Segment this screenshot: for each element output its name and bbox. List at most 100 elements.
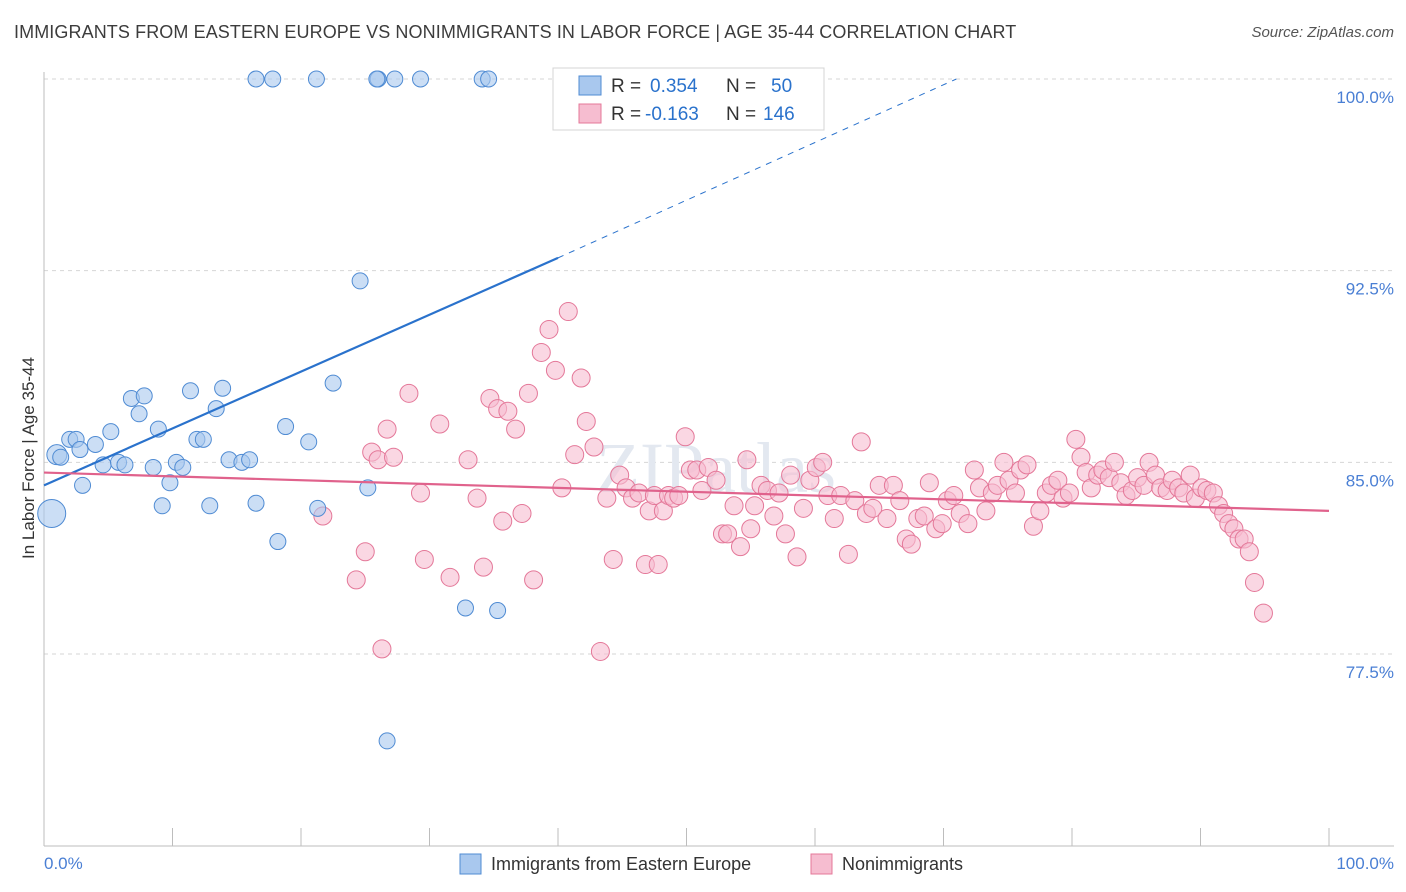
nonimmigrants-point: [919, 473, 939, 493]
nonimmigrants-point: [399, 383, 419, 403]
nonimmigrants-point: [576, 411, 596, 431]
nonimmigrants-point: [584, 437, 604, 457]
nonimmigrants-point: [764, 506, 784, 526]
immigrants-point: [264, 70, 282, 88]
legend-n-label-blue: N =: [726, 76, 756, 97]
nonimmigrants-point: [1005, 483, 1025, 503]
immigrants-point: [269, 533, 287, 551]
nonimmigrants-point: [571, 368, 591, 388]
x-axis-ticks: [172, 828, 1330, 846]
nonimmigrants-point: [1030, 501, 1050, 521]
nonimmigrants-point: [545, 360, 565, 380]
nonimmigrants-point: [524, 570, 544, 590]
nonimmigrants-point: [724, 496, 744, 516]
gridlines: [44, 78, 1394, 655]
nonimmigrants-point: [648, 555, 668, 575]
nonimmigrants-point: [539, 319, 559, 339]
legend-n-value-blue: 50: [771, 76, 792, 97]
nonimmigrants-point: [1059, 483, 1079, 503]
nonimmigrants-point: [824, 509, 844, 529]
immigrants-point: [386, 70, 404, 88]
nonimmigrants-point: [964, 460, 984, 480]
immigrants-point: [277, 418, 295, 436]
immigrants-point: [368, 70, 386, 88]
nonimmigrants-point: [430, 414, 450, 434]
legend-r-value-pink: -0.163: [645, 104, 699, 125]
legend-r-label-pink: R =: [611, 104, 641, 125]
immigrants-point: [130, 405, 148, 423]
y-tick-label: 85.0%: [1346, 471, 1394, 490]
stats-legend: R = 0.354 N = 50 R = -0.163 N = 146: [552, 67, 825, 131]
bottom-legend-label-pink: Nonimmigrants: [842, 854, 963, 874]
immigrants-point: [86, 435, 104, 453]
nonimmigrants-point: [440, 567, 460, 587]
nonimmigrants-point: [1104, 452, 1124, 472]
immigrants-point: [116, 456, 134, 474]
nonimmigrants-point: [775, 524, 795, 544]
nonimmigrants-point: [355, 542, 375, 562]
bottom-legend-swatch-pink: [810, 853, 833, 875]
immigrants-trend-extension: [557, 78, 957, 259]
nonimmigrants-point: [498, 401, 518, 421]
nonimmigrants-point: [745, 496, 765, 516]
x-tick-label-min: 0.0%: [44, 854, 83, 873]
y-tick-label: 100.0%: [1336, 88, 1394, 107]
nonimmigrants-point: [932, 514, 952, 534]
bottom-legend-label-blue: Immigrants from Eastern Europe: [491, 854, 751, 874]
y-tick-label: 92.5%: [1346, 280, 1394, 299]
y-axis-title: In Labor Force | Age 35-44: [19, 357, 38, 559]
y-tick-labels: 77.5% 85.0% 92.5% 100.0%: [1336, 88, 1394, 682]
nonimmigrants-point: [958, 514, 978, 534]
nonimmigrants-point: [863, 498, 883, 518]
nonimmigrants-trend-line: [43, 471, 1330, 512]
nonimmigrants-point: [976, 501, 996, 521]
immigrants-point: [480, 70, 498, 88]
immigrants-point: [324, 374, 342, 392]
chart-source: Source: ZipAtlas.com: [1251, 24, 1394, 41]
nonimmigrants-point: [730, 537, 750, 557]
nonimmigrants-point: [590, 641, 610, 661]
legend-r-value-blue: 0.354: [650, 76, 698, 97]
legend-n-value-pink: 146: [763, 104, 795, 125]
nonimmigrants-point: [411, 483, 431, 503]
nonimmigrants-point: [675, 427, 695, 447]
immigrants-point: [247, 70, 265, 88]
immigrants-point: [489, 602, 507, 620]
nonimmigrants-point: [518, 383, 538, 403]
immigrants-point: [456, 599, 474, 617]
immigrants-point: [71, 441, 89, 459]
nonimmigrants-point: [838, 544, 858, 564]
y-tick-label: 77.5%: [1346, 663, 1394, 682]
immigrants-point: [378, 732, 396, 750]
nonimmigrants-point: [414, 549, 434, 569]
nonimmigrants-point: [890, 491, 910, 511]
nonimmigrants-point: [718, 524, 738, 544]
nonimmigrants-point: [473, 557, 493, 577]
nonimmigrants-point: [787, 547, 807, 567]
immigrants-point: [241, 451, 259, 469]
nonimmigrants-point: [1066, 429, 1086, 449]
immigrants-point: [247, 494, 265, 512]
immigrants-points: [37, 70, 507, 750]
immigrants-point: [153, 497, 171, 515]
immigrants-point: [309, 499, 327, 517]
immigrants-point: [181, 382, 199, 400]
immigrants-point: [351, 272, 369, 290]
nonimmigrants-point: [813, 452, 833, 472]
nonimmigrants-point: [741, 519, 761, 539]
nonimmigrants-point: [597, 488, 617, 508]
nonimmigrants-point: [1017, 455, 1037, 475]
nonimmigrants-point: [793, 498, 813, 518]
immigrants-trend-line: [43, 256, 559, 487]
nonimmigrants-point: [493, 511, 513, 531]
nonimmigrants-point: [692, 480, 712, 500]
nonimmigrants-point: [737, 450, 757, 470]
legend-swatch-pink: [578, 103, 602, 124]
nonimmigrants-point: [384, 447, 404, 467]
nonimmigrants-point: [1048, 470, 1068, 490]
nonimmigrants-point: [603, 549, 623, 569]
legend-swatch-blue: [578, 75, 602, 96]
immigrants-point: [52, 448, 70, 466]
nonimmigrants-point: [706, 470, 726, 490]
